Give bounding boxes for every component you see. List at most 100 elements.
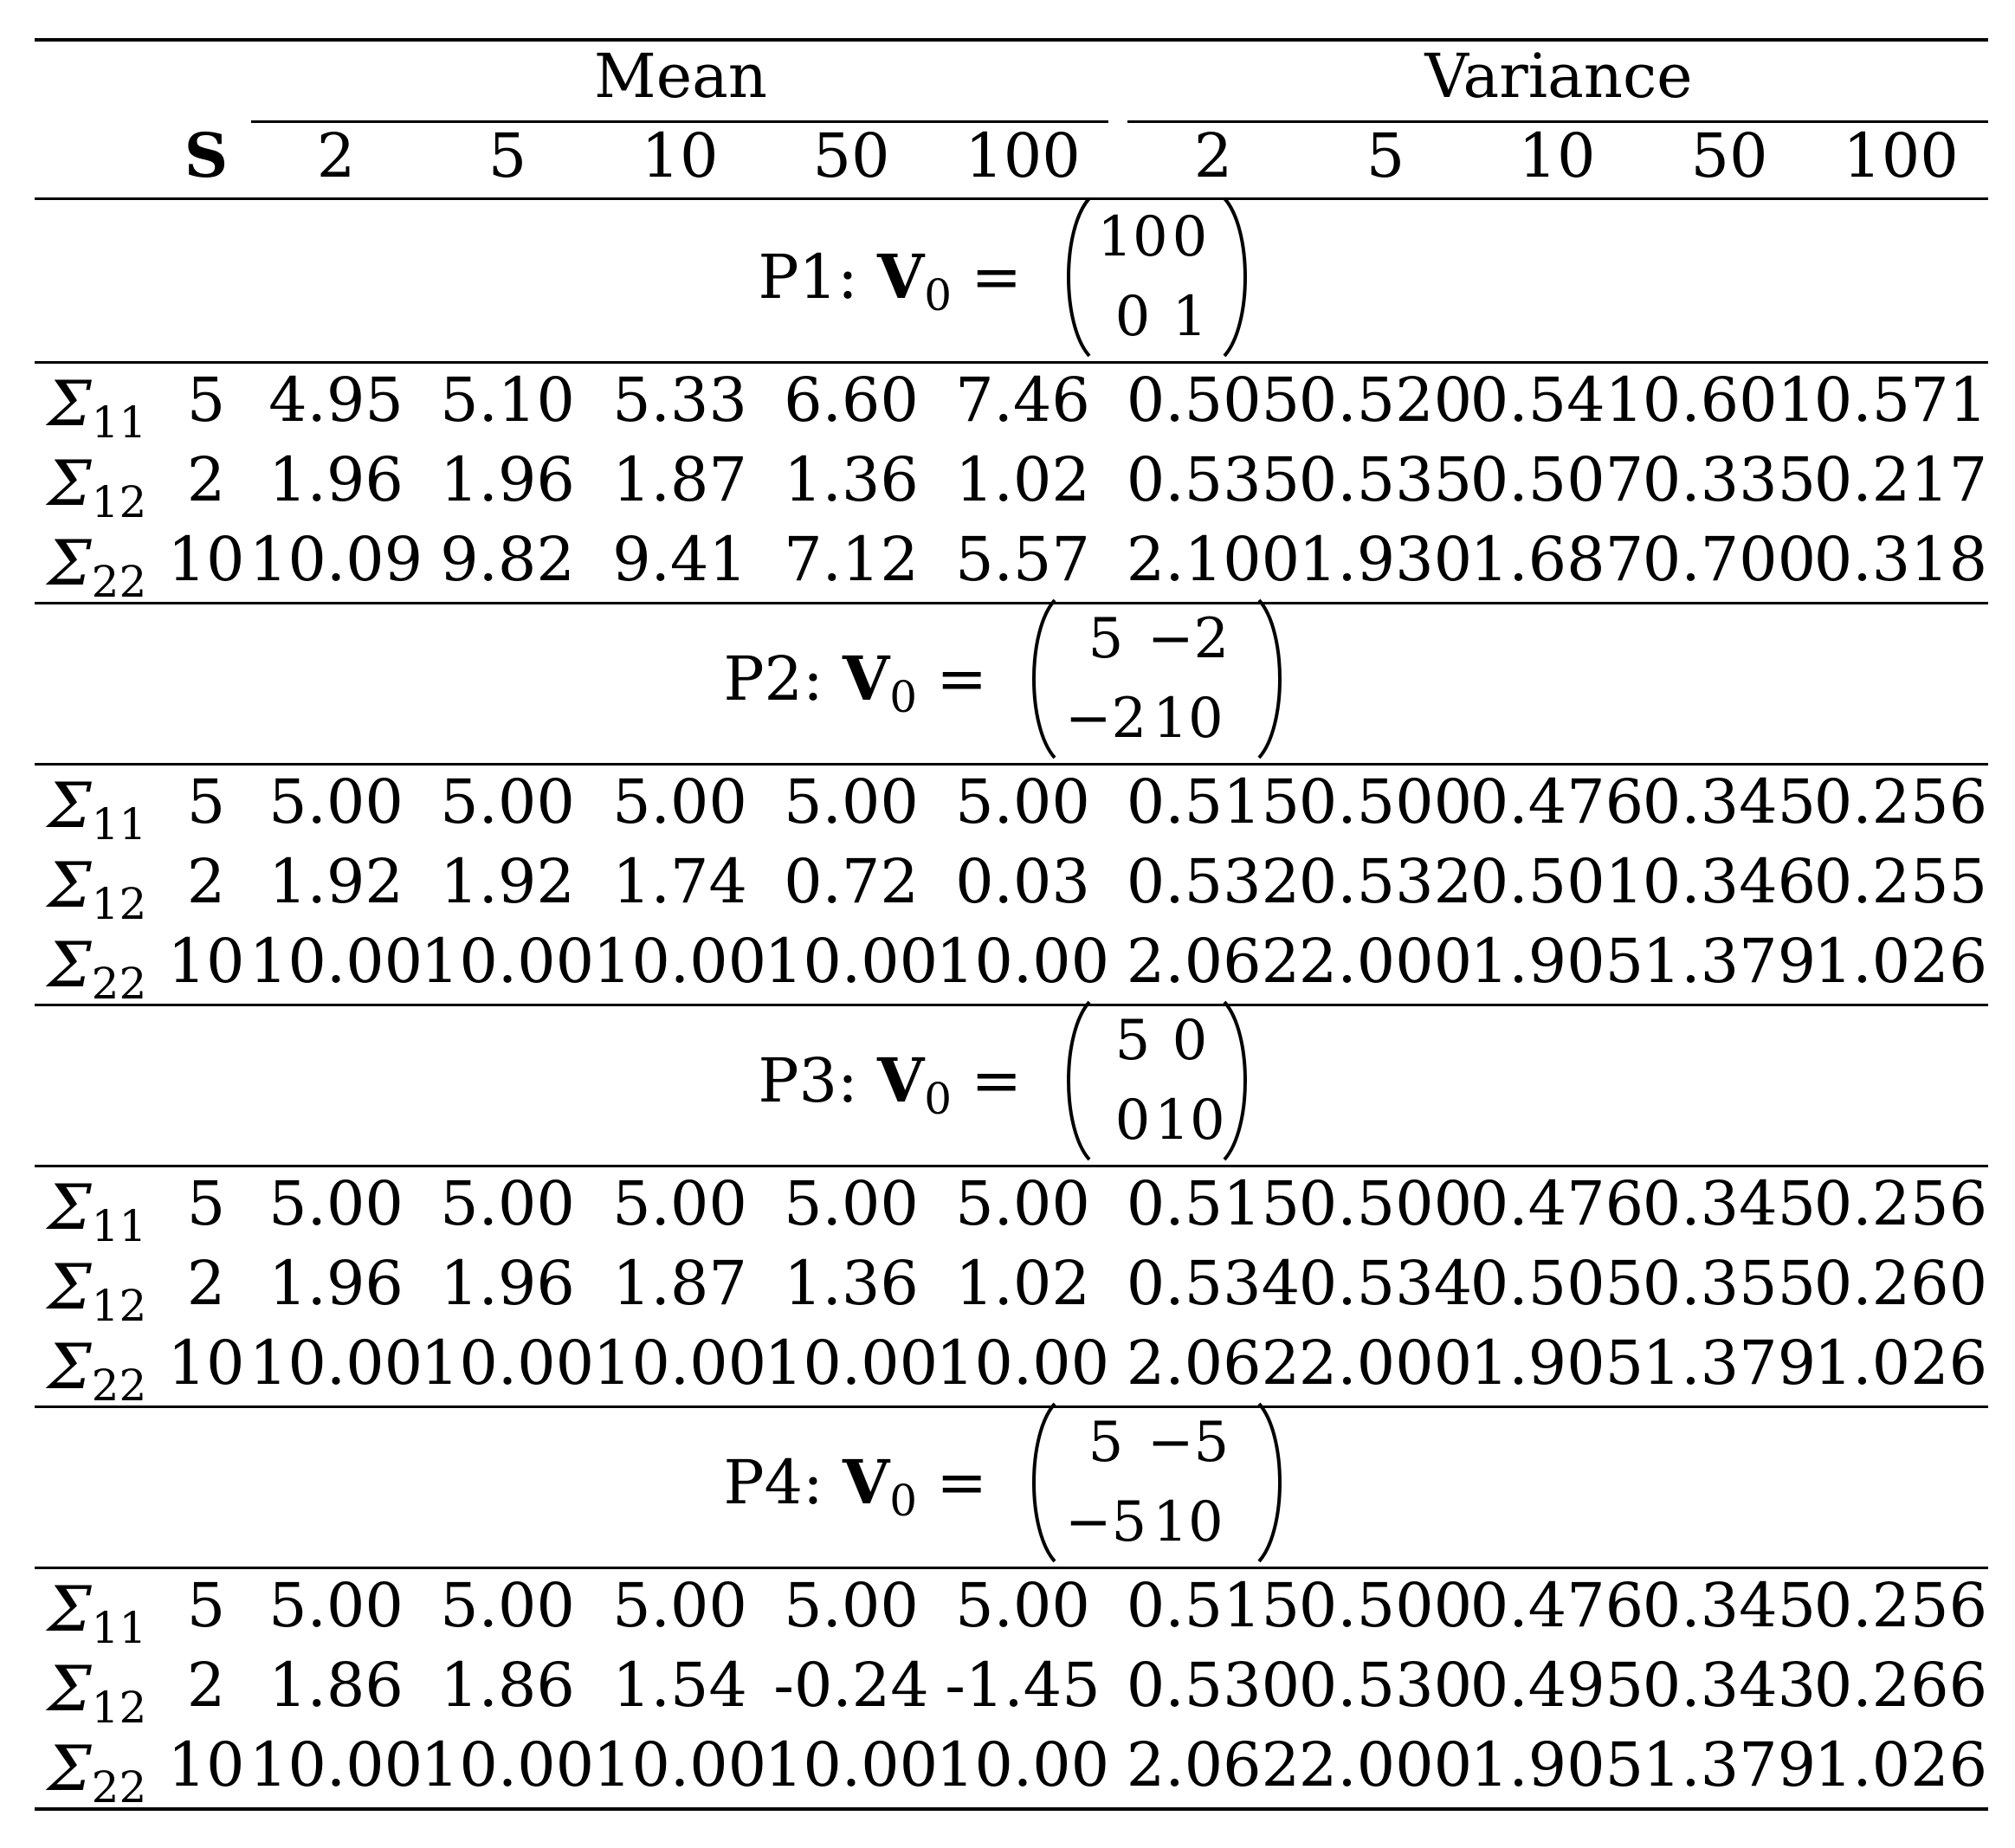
table-cell: 2.000: [1298, 1729, 1473, 1800]
v-symbol: V: [876, 241, 925, 313]
table-cell: 0.345: [1642, 766, 1817, 837]
sigma-subscript: 11: [91, 1201, 147, 1251]
table-cell: 1.96: [440, 444, 575, 515]
sigma-subscript: 22: [91, 959, 147, 1009]
row-label: Σ11: [48, 1578, 147, 1650]
sigma-symbol: Σ: [47, 367, 92, 440]
s-value-cell: 5: [186, 766, 226, 837]
row-label: Σ11: [48, 774, 147, 846]
table-cell: 10.00: [935, 1328, 1110, 1399]
table-cell: 0.515: [1126, 1570, 1301, 1641]
table-cell: 1.379: [1642, 926, 1817, 997]
mean-col-header: 10: [641, 120, 719, 191]
panel-title-rule: [35, 1567, 1988, 1569]
table-cell: 5.00: [955, 1168, 1090, 1239]
panel-end-rule: [35, 1405, 1988, 1408]
table-cell: 0.520: [1298, 365, 1473, 436]
sigma-subscript: 11: [91, 1603, 147, 1653]
group-header-variance: Variance: [1424, 41, 1693, 112]
table-cell: 6.60: [784, 365, 919, 436]
table-cell: 0.346: [1642, 846, 1817, 917]
table-cell: 2.062: [1126, 1328, 1301, 1399]
sigma-symbol: Σ: [47, 447, 92, 520]
panel-title: P4: V0 =: [723, 1452, 987, 1523]
table-cell: 10.00: [764, 926, 939, 997]
sigma-symbol: Σ: [47, 849, 92, 921]
table-cell: 1.026: [1813, 1729, 1988, 1800]
matrix-entry: −5: [1146, 1411, 1230, 1475]
v-subscript: 0: [924, 270, 953, 320]
right-parenthesis: [1221, 998, 1257, 1163]
table-cell: 10.00: [592, 1328, 767, 1399]
table-cell: 0.476: [1469, 1168, 1644, 1239]
sigma-symbol: Σ: [47, 1171, 92, 1244]
table-cell: 9.41: [612, 524, 747, 595]
table-cell: 5.00: [612, 1168, 747, 1239]
table-cell: 0.343: [1642, 1650, 1817, 1721]
matrix-entry: 0: [1172, 205, 1208, 269]
matrix-entry: −2: [1146, 607, 1230, 671]
row-label: Σ11: [48, 372, 147, 444]
table-cell: 1.026: [1813, 926, 1988, 997]
table-cell: 0.500: [1298, 766, 1473, 837]
table-cell: 0.515: [1126, 766, 1301, 837]
panel-label: P1:: [758, 242, 858, 313]
table-cell: 0.345: [1642, 1570, 1817, 1641]
table-cell: 0.535: [1126, 444, 1301, 515]
panel-title: P1: V0 =: [758, 247, 1022, 318]
v-symbol: V: [842, 1446, 890, 1518]
s-value-cell: 5: [186, 365, 226, 436]
s-value-cell: 5: [186, 1570, 226, 1641]
sigma-subscript: 22: [91, 1762, 147, 1812]
variance-col-header: 100: [1843, 120, 1959, 191]
panel-label: P4:: [723, 1447, 823, 1518]
table-cell: 1.86: [440, 1650, 575, 1721]
table-cell: 10.00: [420, 926, 595, 997]
sigma-symbol: Σ: [47, 527, 92, 599]
table-cell: 0.530: [1298, 1650, 1473, 1721]
table-cell: 1.02: [955, 444, 1090, 515]
left-parenthesis: [1056, 998, 1093, 1163]
table-cell: 0.256: [1813, 1570, 1988, 1641]
row-label: Σ22: [48, 532, 147, 604]
v-subscript: 0: [924, 1074, 953, 1124]
equals-sign: =: [936, 1447, 987, 1518]
table-cell: 5.00: [268, 1570, 404, 1641]
v-subscript: 0: [889, 1476, 918, 1526]
matrix-entry: 10: [1153, 1490, 1224, 1554]
table-cell: 1.86: [268, 1650, 404, 1721]
table-cell: 1.905: [1469, 1328, 1644, 1399]
panel-title: P2: V0 =: [723, 649, 987, 720]
table-cell: 5.10: [440, 365, 575, 436]
table-cell: 5.00: [440, 1570, 575, 1641]
table-cell: 10.00: [249, 926, 423, 997]
s-value-cell: 10: [167, 926, 245, 997]
matrix-entry: 0: [1172, 1009, 1208, 1073]
table-cell: 1.96: [440, 1248, 575, 1319]
sigma-symbol: Σ: [47, 1732, 92, 1805]
table-cell: 10.00: [249, 1729, 423, 1800]
matrix-entry: 0: [1114, 1089, 1151, 1153]
sigma-subscript: 12: [91, 477, 147, 527]
table-cell: 0.532: [1126, 846, 1301, 917]
left-parenthesis: [1022, 1400, 1058, 1565]
table-cell: 0.03: [955, 846, 1090, 917]
sigma-subscript: 11: [91, 799, 147, 850]
equals-sign: =: [971, 1045, 1022, 1116]
table-cell: 10.00: [764, 1328, 939, 1399]
table-cell: 1.87: [612, 1248, 747, 1319]
table-cell: 2.000: [1298, 1328, 1473, 1399]
table-cell: 5.00: [784, 1570, 919, 1641]
table-cell: 1.930: [1298, 524, 1473, 595]
table-cell: 10.00: [592, 1729, 767, 1800]
s-value-cell: 10: [167, 1328, 245, 1399]
table-cell: 0.501: [1469, 846, 1644, 917]
variance-group-rule: [1127, 120, 1988, 123]
variance-col-header: 2: [1193, 120, 1233, 191]
table-cell: 1.74: [612, 846, 747, 917]
table-cell: 10.09: [249, 524, 423, 595]
s-value-cell: 2: [186, 444, 226, 515]
table-cell: 1.36: [784, 1248, 919, 1319]
left-parenthesis: [1022, 597, 1058, 761]
panel-title-rule: [35, 1165, 1988, 1167]
